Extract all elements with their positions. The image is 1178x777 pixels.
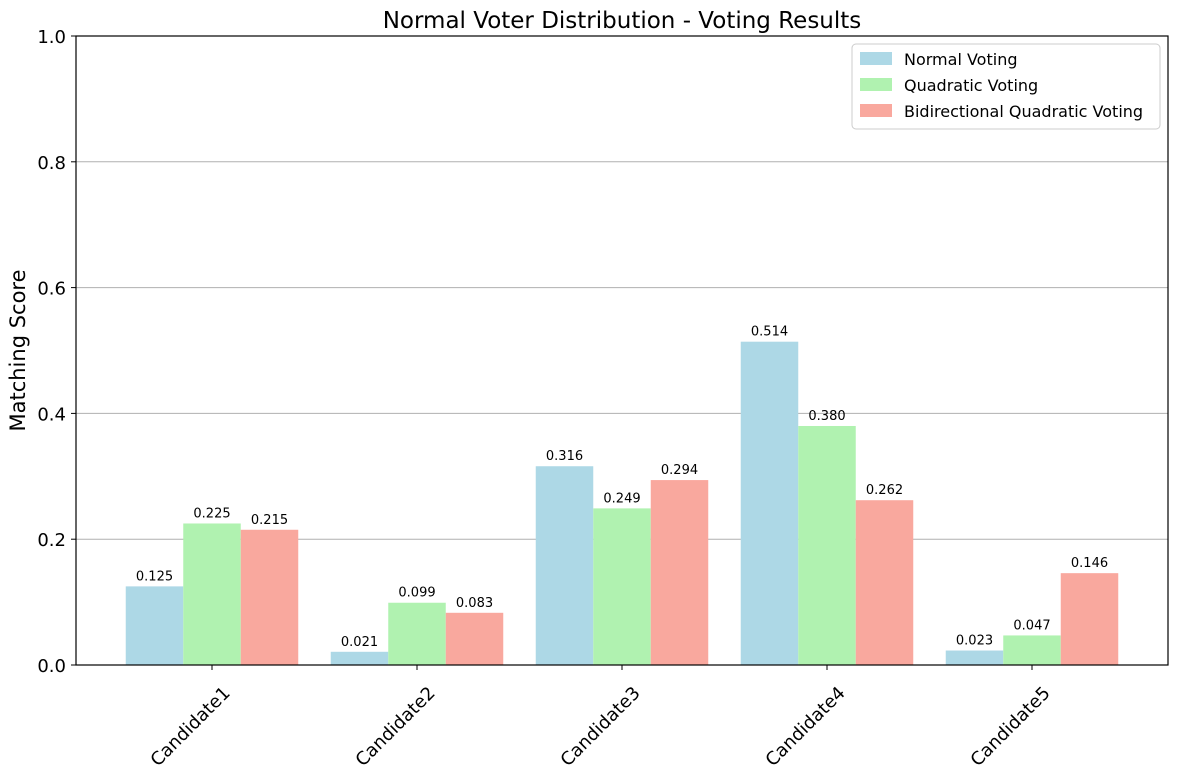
y-tick-label: 0.2 bbox=[37, 530, 66, 551]
bar-candidate5-series-1 bbox=[945, 650, 1004, 665]
bar-value-label: 0.023 bbox=[956, 634, 993, 649]
bar-value-label: 0.262 bbox=[866, 483, 903, 498]
bar-candidate2-series-1 bbox=[330, 651, 389, 665]
legend: Normal Voting Quadratic Voting Bidirection… bbox=[851, 43, 1161, 130]
y-axis-title: Matching Score bbox=[6, 269, 30, 431]
chart-title: Normal Voter Distribution - Voting Resul… bbox=[383, 8, 862, 34]
bar-candidate2-series-2 bbox=[388, 602, 446, 665]
legend-label: Quadratic Voting bbox=[904, 76, 1038, 95]
x-tick-label: Candidate4 bbox=[762, 683, 850, 771]
bar-value-label: 0.047 bbox=[1013, 618, 1050, 633]
legend-swatch bbox=[860, 104, 892, 117]
bar-value-label: 0.099 bbox=[398, 586, 435, 601]
bar-candidate4-series-3 bbox=[855, 500, 914, 665]
bar-candidate5-series-3 bbox=[1060, 573, 1119, 665]
bar-candidate3-series-2 bbox=[593, 508, 651, 665]
bar-value-label: 0.215 bbox=[251, 513, 288, 528]
bar-candidate5-series-2 bbox=[1003, 635, 1061, 665]
bars bbox=[125, 341, 1119, 665]
x-tick-label: Candidate5 bbox=[967, 683, 1055, 771]
legend-label: Normal Voting bbox=[904, 50, 1017, 69]
bar-candidate1-series-3 bbox=[240, 529, 299, 665]
legend-label: Bidirectional Quadratic Voting bbox=[904, 102, 1143, 121]
x-tick-label: Candidate3 bbox=[557, 683, 645, 771]
bar-candidate2-series-3 bbox=[445, 612, 504, 665]
bar-candidate4-series-2 bbox=[798, 425, 856, 665]
x-tick-label: Candidate1 bbox=[147, 683, 235, 771]
bar-candidate1-series-2 bbox=[183, 523, 241, 665]
bar-candidate3-series-3 bbox=[650, 480, 709, 665]
bar-candidate4-series-1 bbox=[740, 341, 799, 665]
bar-value-label: 0.021 bbox=[341, 635, 378, 650]
bar-value-label: 0.514 bbox=[751, 325, 788, 340]
legend-box bbox=[851, 43, 1161, 130]
x-tick-label: Candidate2 bbox=[352, 683, 440, 771]
bar-value-label: 0.294 bbox=[661, 463, 698, 478]
bar-candidate3-series-1 bbox=[535, 466, 594, 665]
bar-value-label: 0.380 bbox=[808, 409, 845, 424]
legend-swatch bbox=[860, 52, 892, 65]
legend-swatch bbox=[860, 78, 892, 91]
bar-value-label: 0.125 bbox=[136, 569, 173, 584]
grid-lines bbox=[76, 161, 1168, 540]
bar-candidate1-series-1 bbox=[125, 586, 184, 665]
y-tick-label: 0.8 bbox=[37, 153, 66, 174]
data-labels: 0.125 0.225 0.215 0.021 0.099 0.083 0.316 0.249… bbox=[136, 325, 1108, 650]
bar-value-label: 0.083 bbox=[456, 596, 493, 611]
y-tick-label: 0.4 bbox=[37, 404, 66, 425]
y-tick-label: 1.0 bbox=[37, 27, 66, 48]
bar-value-label: 0.146 bbox=[1071, 556, 1108, 571]
bar-value-label: 0.225 bbox=[193, 506, 230, 521]
bar-value-label: 0.249 bbox=[603, 491, 640, 506]
y-tick-label: 0.6 bbox=[37, 279, 66, 300]
y-tick-label: 0.0 bbox=[37, 656, 66, 677]
bar-value-label: 0.316 bbox=[546, 449, 583, 464]
plot-frame bbox=[75, 35, 1169, 666]
